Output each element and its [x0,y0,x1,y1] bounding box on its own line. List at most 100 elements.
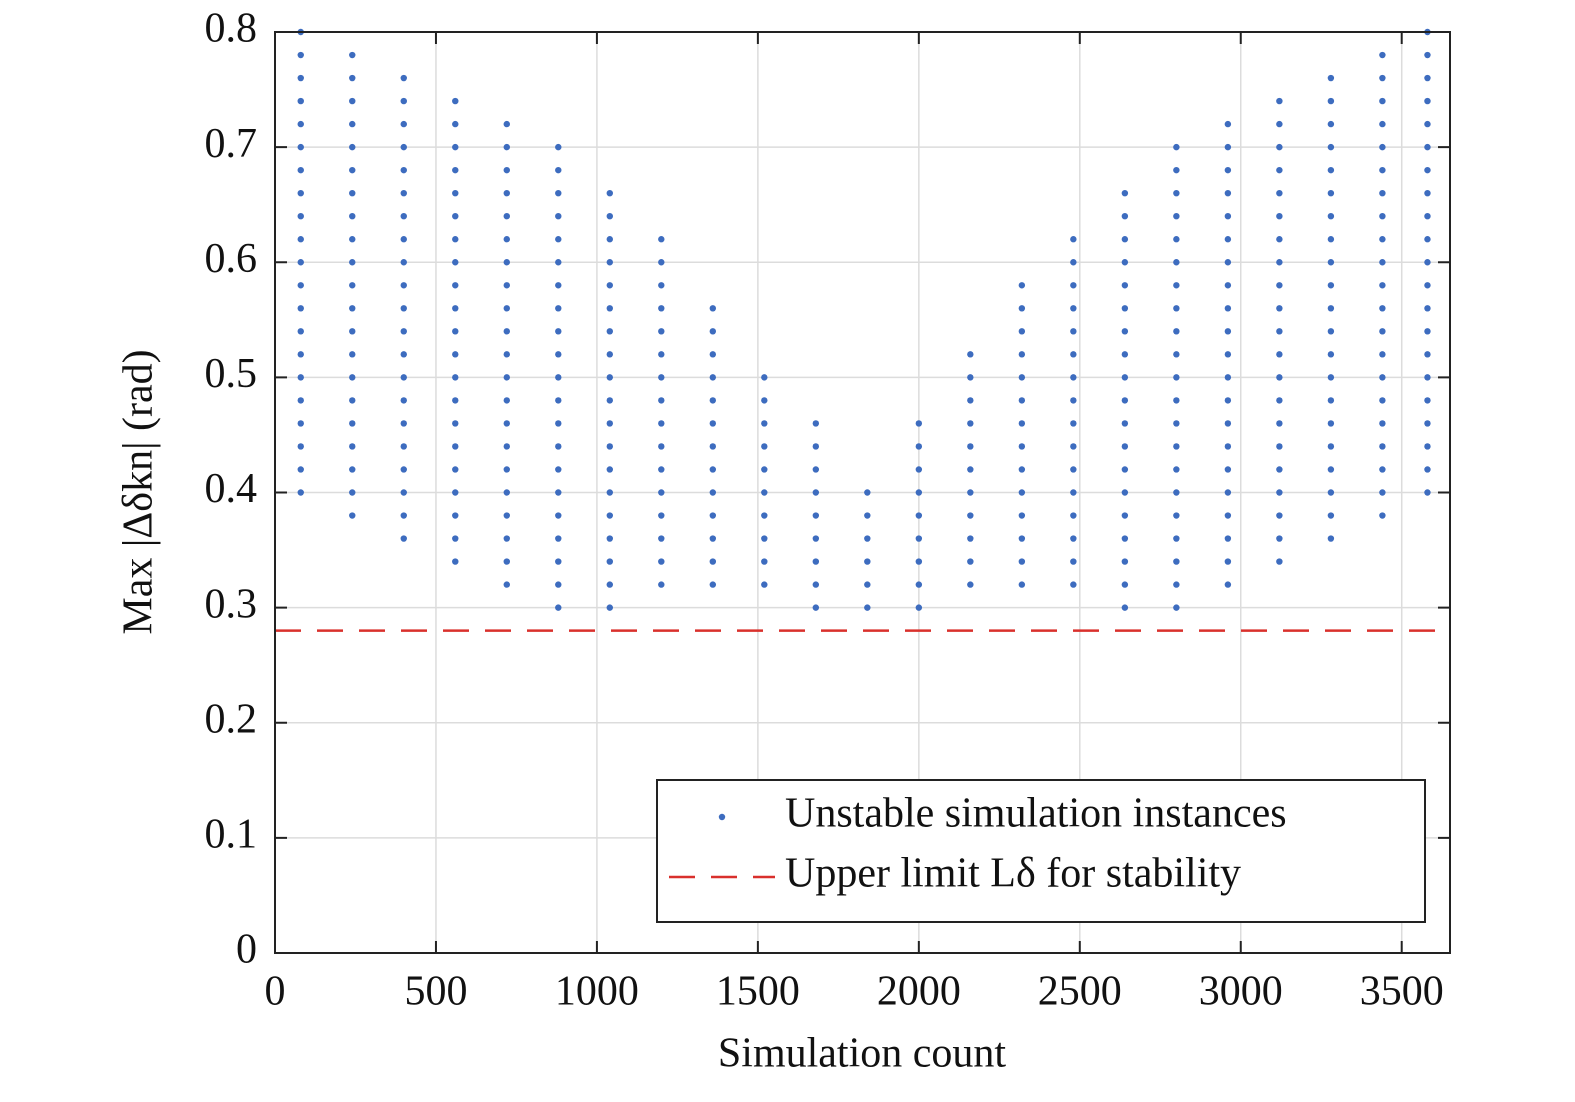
point [1327,535,1335,542]
point [297,51,304,59]
point [1276,420,1283,427]
point [1173,604,1180,611]
point [864,535,871,542]
point [709,328,717,335]
point [1276,512,1283,519]
point [1276,120,1283,128]
point [400,166,407,174]
point [297,351,304,358]
point [400,397,407,404]
point [1327,166,1335,174]
point [1018,420,1026,427]
point [915,581,923,588]
point [1121,374,1129,381]
point [1424,305,1431,312]
point [1276,305,1283,312]
point [555,443,562,450]
point [1327,259,1335,266]
point [400,213,407,220]
point [1121,581,1129,588]
point [1070,581,1077,588]
point [1327,443,1335,450]
point [297,166,304,174]
point [1424,213,1431,220]
point [349,51,356,59]
point [503,189,510,197]
point [709,397,717,404]
point [1018,512,1026,519]
point [967,397,974,404]
point [400,512,407,519]
point [967,420,974,427]
point [503,143,510,151]
point [1173,489,1180,496]
point [503,581,510,588]
point [658,489,665,496]
point [1173,443,1180,450]
point [1224,535,1232,542]
point [555,558,562,565]
x-tick-label: 500 [404,969,467,1015]
point [503,397,510,404]
point [1379,397,1386,404]
point [1379,282,1386,289]
point [606,236,613,243]
point [658,328,665,335]
point [658,305,665,312]
point [1121,189,1129,197]
point [452,328,459,335]
point [1070,512,1077,519]
point [709,489,717,496]
point [1224,466,1232,473]
point [761,443,768,450]
point [1379,420,1386,427]
point [349,443,356,450]
point [761,581,768,588]
y-tick-label: 0.6 [205,236,258,282]
point [1379,443,1386,450]
point [658,512,665,519]
point [709,512,717,519]
point [1276,189,1283,197]
point [864,604,871,611]
point [1018,351,1026,358]
point [555,374,562,381]
point [606,282,613,289]
point [1379,466,1386,473]
point [1276,374,1283,381]
x-tick-label: 1500 [716,969,800,1015]
point [452,512,459,519]
point [1224,374,1232,381]
point [1173,420,1180,427]
x-tick-label: 3000 [1199,969,1283,1015]
point [709,466,717,473]
point [1379,489,1386,496]
point [1276,328,1283,335]
point [1379,259,1386,266]
point [1173,259,1180,266]
point [1224,143,1232,151]
point [606,581,613,588]
point [555,259,562,266]
point [349,120,356,128]
point [400,305,407,312]
point [297,282,304,289]
point [1379,305,1386,312]
point [1018,374,1026,381]
point [761,512,768,519]
point [1424,397,1431,404]
point [1327,74,1335,82]
point [1018,282,1026,289]
point [1173,189,1180,197]
point [761,397,768,404]
point [1424,236,1431,243]
point [606,466,613,473]
point [452,443,459,450]
point [1424,143,1431,151]
point [349,143,356,151]
point [1276,397,1283,404]
point [349,351,356,358]
point [1070,351,1077,358]
point [1379,97,1386,105]
point [503,282,510,289]
